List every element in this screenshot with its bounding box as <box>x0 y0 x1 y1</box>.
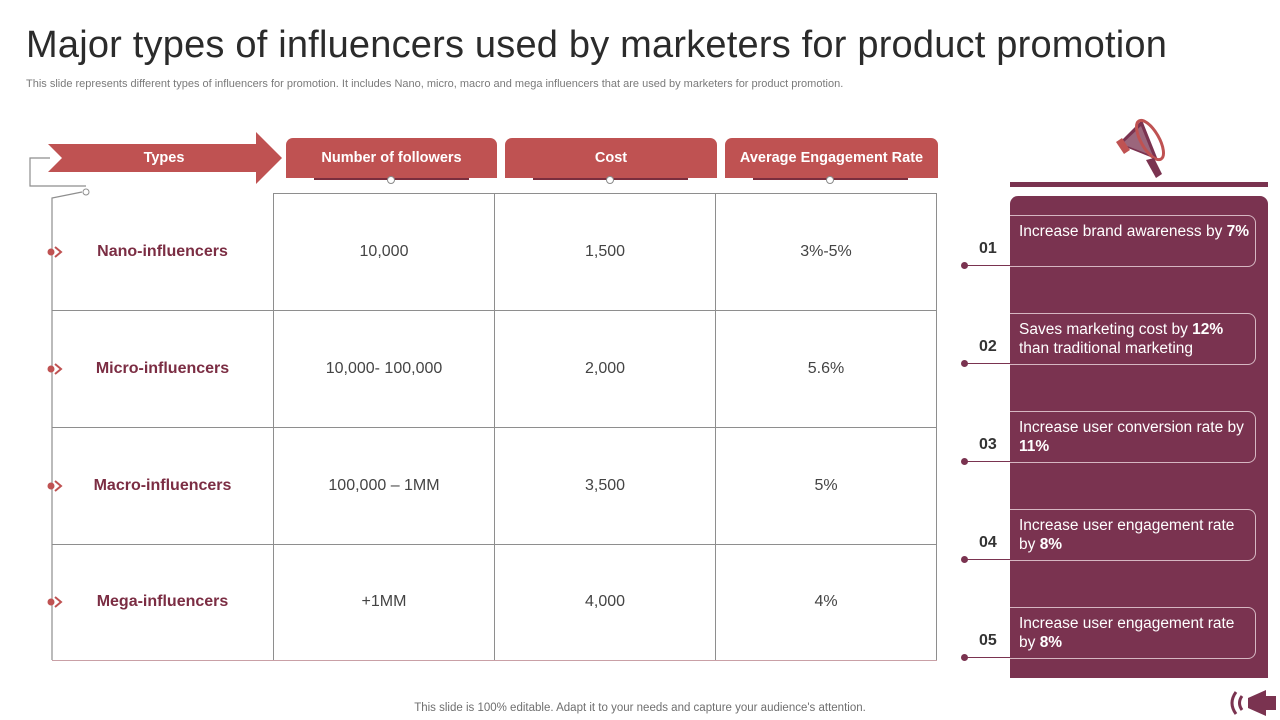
benefit-number: 04 <box>979 534 997 551</box>
benefit-connector <box>964 657 1010 658</box>
benefit-dot <box>961 360 968 367</box>
row-bullet-icon <box>47 363 63 375</box>
row-followers: 10,000 <box>359 243 409 260</box>
benefits-panel <box>1010 196 1268 678</box>
header-dot <box>826 176 834 184</box>
page-subtitle: This slide represents different types of… <box>26 78 844 90</box>
row-engagement: 3%-5% <box>800 243 852 260</box>
benefit-text: Increase user engagement rate by 8% <box>1010 509 1256 561</box>
panel-topbar <box>1010 182 1268 187</box>
row-cost: 1,500 <box>584 243 626 260</box>
benefit-number: 02 <box>979 338 997 355</box>
header-types: Types <box>143 150 185 166</box>
megaphone-icon <box>1116 118 1165 178</box>
benefit-number: 05 <box>979 632 997 649</box>
benefit-dot <box>961 654 968 661</box>
row-type: Nano-influencers <box>97 243 228 260</box>
row-bullet-icon <box>47 480 63 492</box>
row-bullet-icon <box>47 596 63 608</box>
benefit-text: Increase brand awareness by 7% <box>1010 215 1256 267</box>
row-followers: 100,000 – 1MM <box>328 477 440 494</box>
header-cost: Cost <box>505 138 717 178</box>
header-dot <box>387 176 395 184</box>
benefit-number: 03 <box>979 436 997 453</box>
page-title: Major types of influencers used by marke… <box>26 24 1168 66</box>
row-bullet-icon <box>47 246 63 258</box>
benefit-text: Saves marketing cost by 12% than traditi… <box>1010 313 1256 365</box>
benefit-number: 01 <box>979 240 997 257</box>
row-type: Macro-influencers <box>93 477 232 494</box>
benefit-dot <box>961 458 968 465</box>
header-bracket <box>29 157 90 660</box>
row-type: Micro-influencers <box>95 360 230 377</box>
benefit-connector <box>964 363 1010 364</box>
row-engagement: 4% <box>814 593 838 610</box>
row-cost: 3,500 <box>584 477 626 494</box>
benefit-text: Increase user conversion rate by 11% <box>1010 411 1256 463</box>
row-followers: +1MM <box>361 593 407 610</box>
benefit-connector <box>964 461 1010 462</box>
footer-note: This slide is 100% editable. Adapt it to… <box>414 702 866 714</box>
row-engagement: 5.6% <box>807 360 845 377</box>
megaphone-corner-icon <box>1230 690 1276 716</box>
row-cost: 2,000 <box>584 360 626 377</box>
benefit-connector <box>964 265 1010 266</box>
benefit-text: Increase user engagement rate by 8% <box>1010 607 1256 659</box>
benefit-connector <box>964 559 1010 560</box>
row-cost: 4,000 <box>584 593 626 610</box>
benefit-dot <box>961 262 968 269</box>
header-followers: Number of followers <box>286 138 497 178</box>
row-type: Mega-influencers <box>96 593 229 610</box>
benefit-dot <box>961 556 968 563</box>
types-header-arrow <box>48 132 282 184</box>
row-engagement: 5% <box>814 477 838 494</box>
row-followers: 10,000- 100,000 <box>325 360 443 377</box>
header-engagement: Average Engagement Rate <box>725 138 938 178</box>
header-dot <box>606 176 614 184</box>
